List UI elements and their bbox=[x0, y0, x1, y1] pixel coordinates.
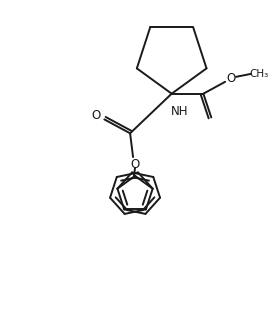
Text: CH₃: CH₃ bbox=[249, 69, 269, 79]
Text: O: O bbox=[92, 109, 101, 122]
Text: O: O bbox=[227, 72, 236, 85]
Text: NH: NH bbox=[171, 105, 188, 118]
Text: O: O bbox=[130, 158, 140, 171]
